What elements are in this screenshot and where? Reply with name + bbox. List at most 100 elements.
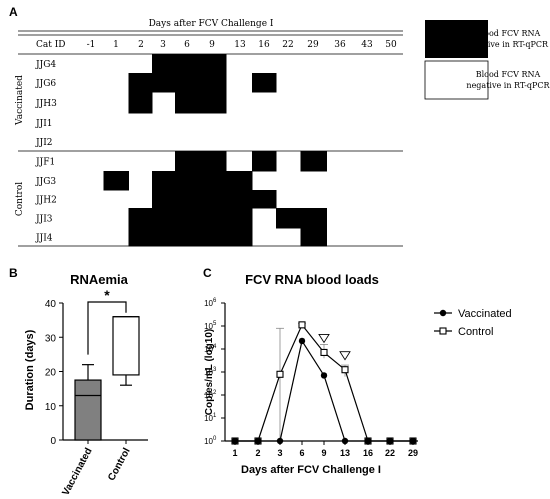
positive-cell <box>226 190 253 209</box>
y-tick-label: 10 <box>204 345 213 354</box>
positive-cell <box>152 54 176 74</box>
positive-cell <box>199 190 227 209</box>
significance-star: * <box>104 287 110 303</box>
day-headers: -1 1 2 3 6 9 13 16 22 29 36 43 50 <box>87 40 397 50</box>
panel-c-xlabel: Days after FCV Challenge I <box>241 464 381 476</box>
legend-label-vaccinated: Vaccinated <box>458 308 512 320</box>
cat-id: JJF1 <box>35 158 55 168</box>
x-tick-label: 2 <box>255 448 260 458</box>
x-tick-label: 13 <box>340 448 350 458</box>
positive-cell <box>175 151 200 172</box>
day-header: 6 <box>184 40 190 50</box>
point-vaccinated <box>341 437 349 445</box>
x-category-label: Control <box>106 446 133 483</box>
positive-cell <box>199 208 227 229</box>
x-tick-label: 6 <box>299 448 304 458</box>
positive-cell <box>128 92 153 114</box>
y-tick-label: 10 <box>45 402 57 413</box>
cat-id: JJI3 <box>35 215 53 225</box>
positive-cell <box>175 208 200 229</box>
panel-c-linechart: C FCV RNA blood loads Copies/mL (log10) … <box>203 266 512 476</box>
positive-cell <box>152 208 176 229</box>
cat-id: JJG3 <box>35 177 56 187</box>
positive-cell <box>300 228 327 247</box>
cat-ids: JJG4 JJG6 JJH3 JJI1 JJI2 JJF1 JJG3 JJH2 JJI3 JJI4 <box>35 60 57 244</box>
legend-marker-control <box>439 327 447 335</box>
point-control <box>276 370 284 378</box>
positive-cell <box>300 208 327 229</box>
day-header: 13 <box>234 40 246 50</box>
significance-bracket <box>87 301 127 355</box>
panel-a-label: A <box>9 5 18 19</box>
panel-c-label: C <box>203 266 212 280</box>
y-tick-exponent: 0 <box>213 436 217 442</box>
cat-id: JJH3 <box>35 99 57 109</box>
cat-id: JJI1 <box>35 119 53 129</box>
point-vaccinated <box>364 437 372 445</box>
legend-label-control: Control <box>458 326 493 338</box>
day-header: 22 <box>282 40 293 50</box>
y-tick-label: 40 <box>45 299 57 310</box>
point-control <box>298 321 306 329</box>
x-tick-label: 9 <box>321 448 326 458</box>
legend-positive-line1: Blood FCV RNA <box>476 29 541 38</box>
positive-cell <box>226 208 253 229</box>
panel-b-boxes: * <box>74 287 140 441</box>
legend-positive-line2: positive in RT-qPCR <box>468 40 549 49</box>
y-tick-exponent: 4 <box>213 344 217 350</box>
point-control <box>320 348 328 357</box>
group-label-vaccinated: Vaccinated <box>15 75 25 126</box>
cat-id: JJH2 <box>35 196 57 206</box>
positive-cell <box>152 190 176 209</box>
positive-cell <box>252 73 277 93</box>
x-tick-label: 3 <box>277 448 282 458</box>
x-tick-label: 16 <box>363 448 373 458</box>
day-header: 3 <box>160 40 166 50</box>
cat-id: JJI2 <box>35 138 53 148</box>
day-header: 16 <box>258 40 270 50</box>
y-tick-exponent: 6 <box>213 298 217 304</box>
day-header: 43 <box>361 40 373 50</box>
positive-cell <box>152 228 176 247</box>
panel-c-axes: 10 010 110 210 310 410 510 61 2 3 6 9 13 16 22 29 <box>204 298 418 458</box>
panel-c-legend: Vaccinated Control <box>434 308 512 338</box>
y-tick-label: 10 <box>204 299 213 308</box>
y-tick-label: 10 <box>204 391 213 400</box>
group-label-control: Control <box>15 182 25 216</box>
positive-cell <box>276 208 301 229</box>
legend-swatch-negative <box>424 60 489 100</box>
y-tick-label: 0 <box>50 436 56 447</box>
positive-cell <box>226 171 253 191</box>
cat-id-header: Cat ID <box>36 40 66 50</box>
x-tick-label: 1 <box>232 448 237 458</box>
x-tick-label: 29 <box>408 448 418 458</box>
x-category-label: Vaccinated <box>60 446 94 497</box>
positive-cell <box>175 190 200 209</box>
point-vaccinated <box>231 437 239 445</box>
positive-cell <box>175 73 200 93</box>
positive-cell <box>103 171 129 191</box>
positive-cell <box>199 73 227 93</box>
day-header: -1 <box>87 40 96 50</box>
panel-b-label: B <box>9 266 18 280</box>
y-tick-exponent: 3 <box>213 367 217 373</box>
positive-cell <box>199 228 227 247</box>
point-vaccinated <box>386 437 394 445</box>
legend-marker-vaccinated <box>439 309 447 317</box>
positive-cell <box>226 228 253 247</box>
y-tick-exponent: 5 <box>213 321 217 327</box>
y-tick-label: 20 <box>45 368 57 379</box>
point-control <box>341 366 349 374</box>
positive-cell <box>175 171 200 191</box>
y-tick-exponent: 1 <box>213 413 217 419</box>
legend-negative-line1: Blood FCV RNA <box>476 70 541 79</box>
point-vaccinated <box>254 437 262 445</box>
y-tick-label: 30 <box>45 333 57 344</box>
cat-id: JJG4 <box>35 60 56 70</box>
panel-c-ylabel: Copies/mL (log10) <box>204 329 215 416</box>
y-tick-label: 10 <box>204 414 213 423</box>
day-header: 9 <box>209 40 215 50</box>
point-vaccinated <box>276 437 284 445</box>
day-header: 29 <box>307 40 319 50</box>
